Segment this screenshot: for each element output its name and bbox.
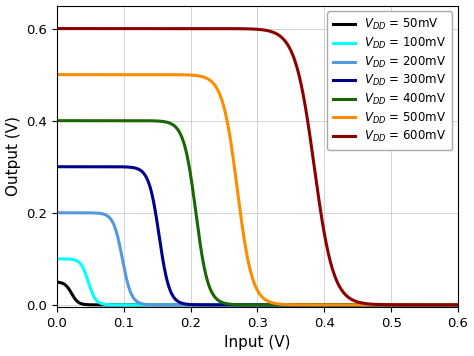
$V_{DD}$ = 200mV bbox=[208, 303, 213, 307]
$V_{DD}$ = 200mV bbox=[124, 276, 129, 281]
$V_{DD}$ = 500mV bbox=[225, 124, 231, 128]
$V_{DD}$ = 50mV bbox=[124, 303, 129, 307]
$V_{DD}$ = 100mV bbox=[225, 303, 231, 307]
$V_{DD}$ = 500mV bbox=[455, 303, 461, 307]
Line: $V_{DD}$ = 400mV: $V_{DD}$ = 400mV bbox=[57, 121, 458, 305]
$V_{DD}$ = 50mV bbox=[225, 303, 231, 307]
Line: $V_{DD}$ = 500mV: $V_{DD}$ = 500mV bbox=[57, 75, 458, 305]
Y-axis label: Output (V): Output (V) bbox=[6, 116, 20, 197]
$V_{DD}$ = 100mV bbox=[54, 257, 60, 261]
$V_{DD}$ = 50mV bbox=[100, 303, 105, 307]
$V_{DD}$ = 200mV bbox=[54, 211, 60, 215]
$V_{DD}$ = 600mV bbox=[455, 303, 461, 307]
Line: $V_{DD}$ = 200mV: $V_{DD}$ = 200mV bbox=[57, 213, 458, 305]
Legend: $V_{DD}$ = 50mV, $V_{DD}$ = 100mV, $V_{DD}$ = 200mV, $V_{DD}$ = 300mV, $V_{DD}$ : $V_{DD}$ = 50mV, $V_{DD}$ = 100mV, $V_{D… bbox=[328, 11, 452, 150]
$V_{DD}$ = 500mV bbox=[404, 303, 410, 307]
$V_{DD}$ = 100mV bbox=[404, 303, 410, 307]
$V_{DD}$ = 600mV bbox=[208, 26, 213, 31]
Line: $V_{DD}$ = 300mV: $V_{DD}$ = 300mV bbox=[57, 167, 458, 305]
$V_{DD}$ = 400mV bbox=[124, 119, 129, 123]
$V_{DD}$ = 600mV bbox=[100, 26, 105, 31]
$V_{DD}$ = 100mV bbox=[455, 303, 461, 307]
$V_{DD}$ = 50mV bbox=[54, 280, 60, 284]
$V_{DD}$ = 200mV bbox=[225, 303, 231, 307]
$V_{DD}$ = 50mV bbox=[447, 303, 453, 307]
$V_{DD}$ = 50mV bbox=[404, 303, 410, 307]
$V_{DD}$ = 300mV bbox=[447, 303, 453, 307]
$V_{DD}$ = 600mV bbox=[225, 26, 231, 31]
$V_{DD}$ = 100mV bbox=[124, 303, 129, 307]
$V_{DD}$ = 100mV bbox=[100, 302, 105, 306]
$V_{DD}$ = 50mV bbox=[455, 303, 461, 307]
$V_{DD}$ = 600mV bbox=[404, 303, 410, 307]
$V_{DD}$ = 50mV bbox=[208, 303, 213, 307]
$V_{DD}$ = 500mV bbox=[124, 73, 129, 77]
$V_{DD}$ = 400mV bbox=[447, 303, 453, 307]
$V_{DD}$ = 500mV bbox=[208, 79, 213, 83]
$V_{DD}$ = 300mV bbox=[54, 164, 60, 169]
$V_{DD}$ = 200mV bbox=[455, 303, 461, 307]
$V_{DD}$ = 300mV bbox=[225, 303, 231, 307]
$V_{DD}$ = 100mV bbox=[208, 303, 213, 307]
$V_{DD}$ = 300mV bbox=[208, 303, 213, 307]
$V_{DD}$ = 400mV bbox=[54, 119, 60, 123]
Line: $V_{DD}$ = 50mV: $V_{DD}$ = 50mV bbox=[57, 282, 458, 305]
$V_{DD}$ = 200mV bbox=[100, 212, 105, 216]
$V_{DD}$ = 500mV bbox=[447, 303, 453, 307]
$V_{DD}$ = 300mV bbox=[404, 303, 410, 307]
$V_{DD}$ = 500mV bbox=[100, 73, 105, 77]
X-axis label: Input (V): Input (V) bbox=[224, 335, 291, 350]
Line: $V_{DD}$ = 600mV: $V_{DD}$ = 600mV bbox=[57, 28, 458, 305]
$V_{DD}$ = 100mV bbox=[447, 303, 453, 307]
$V_{DD}$ = 300mV bbox=[124, 165, 129, 169]
$V_{DD}$ = 200mV bbox=[404, 303, 410, 307]
$V_{DD}$ = 400mV bbox=[404, 303, 410, 307]
$V_{DD}$ = 600mV bbox=[54, 26, 60, 31]
$V_{DD}$ = 400mV bbox=[225, 302, 231, 306]
$V_{DD}$ = 500mV bbox=[54, 73, 60, 77]
$V_{DD}$ = 400mV bbox=[100, 119, 105, 123]
$V_{DD}$ = 400mV bbox=[455, 303, 461, 307]
$V_{DD}$ = 200mV bbox=[447, 303, 453, 307]
$V_{DD}$ = 600mV bbox=[124, 26, 129, 31]
$V_{DD}$ = 300mV bbox=[100, 164, 105, 169]
Line: $V_{DD}$ = 100mV: $V_{DD}$ = 100mV bbox=[57, 259, 458, 305]
$V_{DD}$ = 400mV bbox=[208, 288, 213, 292]
$V_{DD}$ = 600mV bbox=[447, 303, 453, 307]
$V_{DD}$ = 300mV bbox=[455, 303, 461, 307]
